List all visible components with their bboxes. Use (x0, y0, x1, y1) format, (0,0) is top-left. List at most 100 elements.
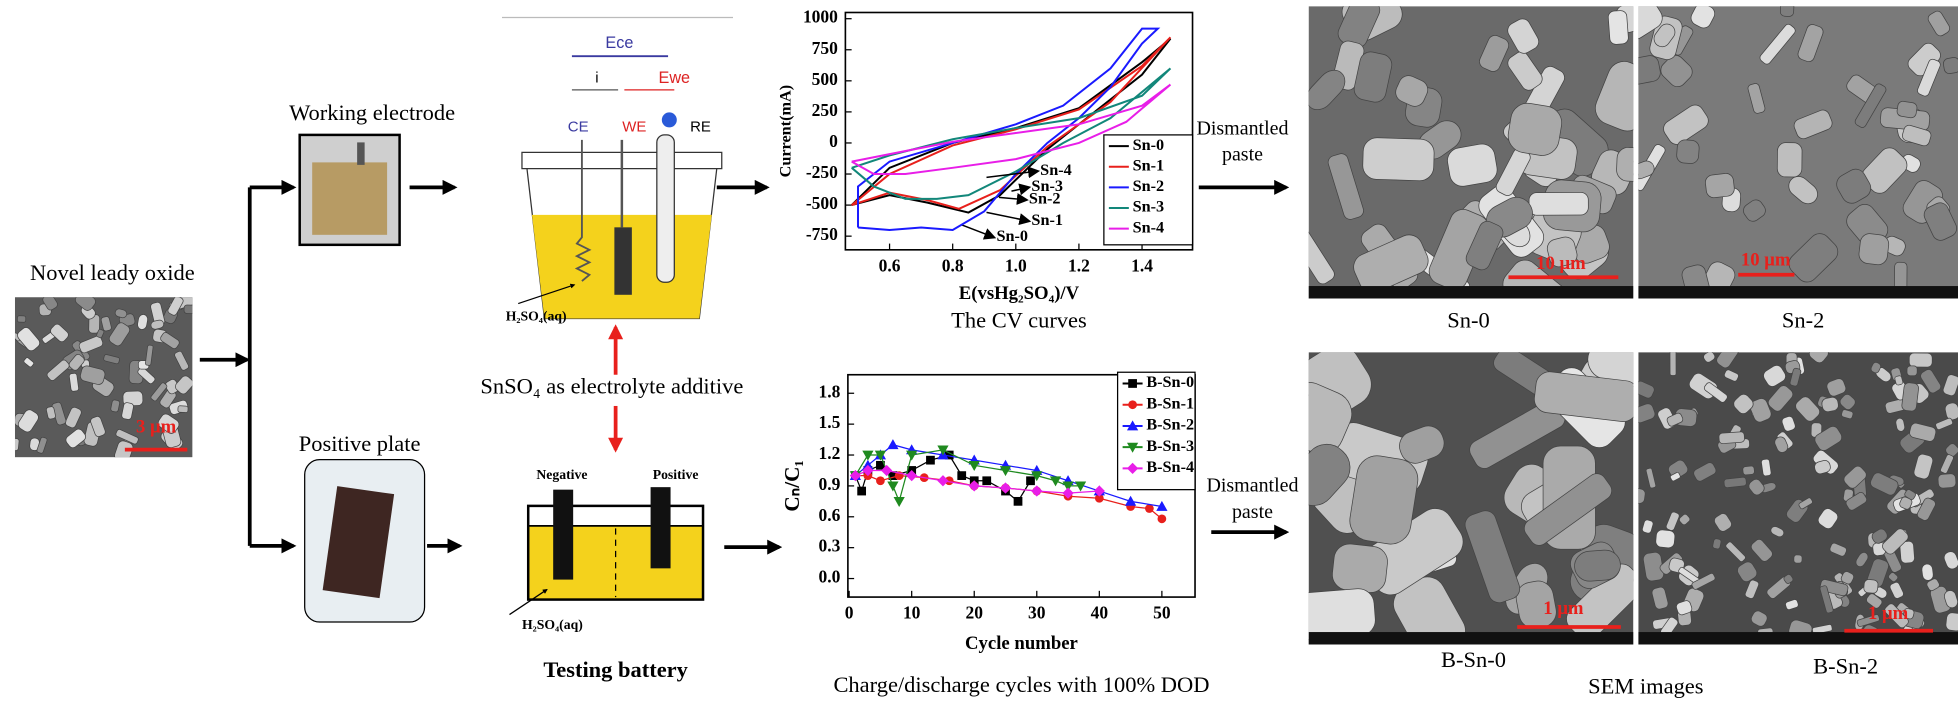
scale-label: 10 μm (1536, 253, 1586, 274)
marker (926, 456, 935, 465)
marker (1026, 476, 1035, 485)
x-tick-label: 30 (1028, 603, 1046, 623)
ewe-label: Ewe (659, 69, 691, 87)
marker (982, 476, 991, 485)
chart-title: The CV curves (951, 307, 1087, 332)
y-tick-label: 0.0 (819, 567, 841, 587)
ce-label: CE (568, 118, 589, 135)
grain (1670, 350, 1676, 375)
y-tick-label: -250 (806, 162, 838, 182)
y-tick-label: 500 (812, 69, 838, 89)
marker (887, 439, 898, 449)
i-label: i (595, 70, 598, 87)
grain (1655, 529, 1675, 548)
working-electrode (614, 227, 631, 294)
grain (1331, 542, 1389, 594)
y-tick-label: 0.3 (819, 536, 841, 556)
grain (1362, 137, 1434, 181)
legend-label: B-Sn-1 (1146, 394, 1194, 412)
y-tick-label: 250 (812, 100, 838, 120)
grain (1705, 173, 1736, 199)
x-axis-label: E(vsHg₂SO₄)/V (959, 283, 1080, 304)
sem-footer (1309, 632, 1634, 644)
dismantled-label: Dismantled (1206, 475, 1298, 497)
chart: 010203040500.00.30.60.91.21.51.8Cycle nu… (780, 372, 1209, 697)
marker (1128, 400, 1137, 409)
scale-label: 3 μm (136, 417, 177, 438)
grain (1777, 143, 1802, 178)
sem-footer (1309, 286, 1634, 298)
y-tick-label: 0.6 (819, 505, 841, 525)
chart-title: Charge/discharge cycles with 100% DOD (833, 672, 1209, 697)
grain (184, 305, 198, 314)
y-tick-label: 1.5 (819, 412, 841, 432)
grain (1909, 353, 1932, 367)
x-tick-label: 1.2 (1068, 255, 1090, 275)
legend-label: B-Sn-0 (1146, 373, 1194, 391)
graphical-abstract: Novel leady oxide 3 μm Working electrode… (0, 0, 1958, 702)
charts: 0.60.81.01.21.4-750-500-2500250500750100… (776, 7, 1209, 697)
y-tick-label: 0.9 (819, 474, 841, 494)
grain (11, 438, 20, 451)
marker (876, 476, 885, 485)
sem-footer (1638, 632, 1958, 644)
x-tick-label: 40 (1091, 603, 1109, 623)
sem-label: B-Sn-2 (1813, 653, 1878, 678)
legend-label: Sn-2 (1133, 177, 1165, 195)
dismantled-label: paste (1222, 144, 1263, 166)
marker (1050, 476, 1061, 486)
marker (1158, 514, 1167, 523)
legend-label: Sn-4 (1133, 218, 1165, 236)
y-tick-label: 1.2 (819, 443, 841, 463)
x-axis-label: Cycle number (965, 633, 1078, 654)
grain (1608, 10, 1629, 45)
grain (1896, 101, 1917, 119)
y-tick-label: 750 (812, 38, 838, 58)
sem-footer (1638, 286, 1958, 298)
dismantled-label: paste (1232, 501, 1273, 523)
grain (178, 406, 188, 413)
annotation: Sn-3 (1031, 177, 1063, 195)
grain (1794, 555, 1802, 563)
sem-label: B-Sn-0 (1441, 647, 1506, 672)
chart: 0.60.81.01.21.4-750-500-2500250500750100… (776, 7, 1192, 333)
grain (1574, 549, 1622, 582)
sem-title: SEM images (1588, 673, 1703, 698)
grain (1858, 233, 1890, 266)
y-tick-label: -500 (806, 193, 838, 213)
grain (1676, 139, 1700, 164)
electrode-paste (312, 162, 387, 234)
marker (894, 497, 905, 507)
marker (862, 451, 873, 461)
marker (937, 475, 948, 486)
marker (887, 482, 898, 492)
x-tick-label: 10 (903, 603, 921, 623)
x-tick-label: 0 (845, 603, 854, 623)
marker (957, 471, 966, 480)
reference-electrode (657, 135, 674, 282)
grain (1719, 432, 1745, 444)
working-electrode-label: Working electrode (289, 100, 455, 125)
we-label: WE (622, 118, 646, 135)
x-tick-label: 50 (1153, 603, 1171, 623)
scale-label: 1 μm (1868, 603, 1909, 624)
ece-label: Ece (605, 34, 633, 52)
positive-plate-label: Positive plate (299, 431, 421, 456)
re-cap (662, 112, 677, 127)
additive-label: SnSO₄ as electrolyte additive (480, 374, 743, 399)
grain (1907, 366, 1917, 376)
grain (1724, 477, 1747, 488)
legend-label: Sn-3 (1133, 198, 1165, 216)
grain (1938, 473, 1957, 488)
annotation: Sn-1 (1031, 211, 1063, 229)
annotation: Sn-0 (996, 227, 1028, 245)
grain (1901, 382, 1919, 411)
x-tick-label: 1.0 (1005, 255, 1027, 275)
negative-plate (553, 490, 573, 580)
sem-label: Sn-0 (1447, 307, 1489, 332)
y-axis-label: Cₙ/C₁ (780, 460, 804, 511)
sem-image (1272, 334, 1653, 668)
sem-image (1282, 0, 1661, 331)
annotation-arrow (962, 225, 994, 237)
legend-label: Sn-0 (1133, 136, 1165, 154)
